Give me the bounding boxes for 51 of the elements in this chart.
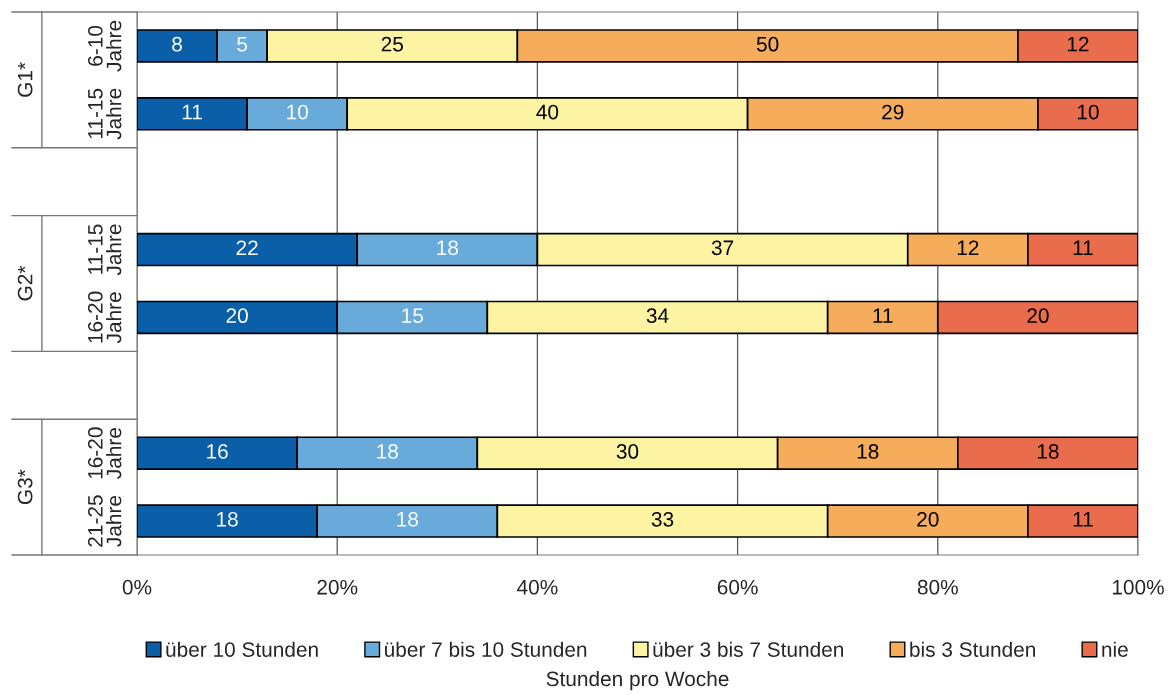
data-label: 40 — [536, 104, 559, 120]
data-label: 10 — [1077, 104, 1099, 120]
data-label: 34 — [646, 308, 669, 324]
y-tick-label: 16-20 Jahre — [87, 291, 122, 344]
data-label: 22 — [236, 240, 258, 255]
data-label: 10 — [287, 104, 308, 120]
x-tick-label: 20% — [317, 579, 358, 595]
data-label: 11 — [1073, 240, 1093, 255]
data-label: 11 — [1073, 512, 1093, 527]
text: G2* — [17, 265, 33, 301]
data-label: 20 — [1027, 308, 1049, 324]
data-label: 37 — [711, 240, 734, 256]
legend-label: über 7 bis 10 Stunden — [385, 641, 587, 657]
legend-label: bis 3 Stunden — [910, 641, 1035, 657]
data-label: 8 — [172, 36, 182, 52]
x-tick-label: 100% — [1112, 579, 1164, 595]
y-tick-label: 11-15 Jahre — [88, 88, 122, 140]
data-label: 18 — [437, 240, 458, 256]
data-label: 18 — [397, 511, 418, 527]
data-label: 15 — [402, 308, 423, 324]
data-label: 18 — [1037, 444, 1059, 459]
text: G3* — [17, 469, 33, 505]
data-label: 18 — [377, 444, 398, 459]
x-axis-title: Stunden pro Woche — [546, 670, 729, 691]
y-tick-label: 21-25 Jahre — [87, 495, 122, 547]
x-tick-label: 40% — [517, 579, 558, 595]
legend-label: über 10 Stunden — [166, 641, 318, 657]
data-label: 12 — [1067, 36, 1089, 52]
data-label: 16 — [207, 444, 228, 459]
text: G1* — [17, 62, 33, 97]
x-tick-label: 80% — [917, 579, 958, 595]
y-tick-label: 16-20 Jahre — [87, 427, 122, 479]
data-label: 5 — [237, 36, 248, 52]
data-label: 33 — [651, 511, 674, 527]
data-label: 18 — [857, 444, 879, 459]
data-label: 30 — [616, 444, 639, 459]
y-tick-label: 11-15 Jahre — [88, 224, 122, 276]
data-label: 29 — [882, 104, 904, 120]
data-label: 50 — [756, 36, 779, 52]
legend-label: nie — [1102, 641, 1128, 657]
legend-label: über 3 bis 7 Stunden — [653, 641, 844, 657]
x-tick-label: 60% — [717, 579, 758, 595]
data-label: 12 — [957, 240, 979, 255]
data-label: 25 — [381, 36, 403, 52]
data-label: 20 — [917, 511, 939, 527]
data-label: 11 — [873, 308, 893, 323]
data-label: 18 — [217, 511, 238, 527]
x-tick-label: 0% — [122, 579, 152, 595]
data-label: 20 — [226, 308, 248, 324]
data-label: 11 — [182, 104, 202, 120]
y-tick-label: 6-10 Jahre — [87, 20, 122, 72]
